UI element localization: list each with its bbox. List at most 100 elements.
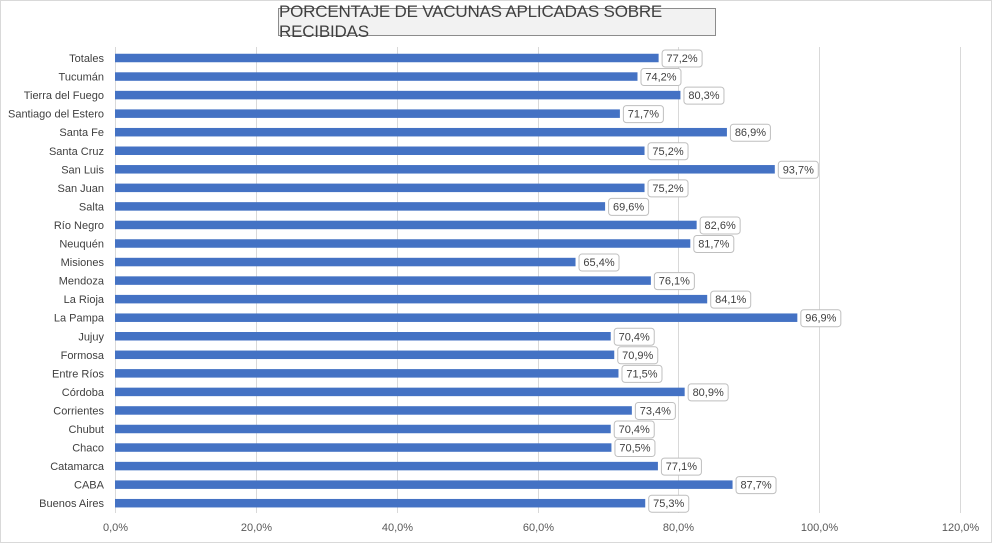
bar: [115, 369, 619, 378]
data-label-box: [729, 123, 771, 142]
category-label: Misiones: [61, 257, 105, 269]
data-label: 73,4%: [634, 401, 676, 420]
x-tick-label: 0,0%: [103, 522, 128, 534]
category-label: Entre Ríos: [52, 368, 104, 380]
data-label-box: [617, 346, 659, 365]
data-label: 75,2%: [647, 142, 689, 161]
data-label: 70,4%: [613, 420, 655, 439]
category-label: Tierra del Fuego: [24, 90, 104, 102]
category-label: La Pampa: [54, 313, 105, 325]
bar: [115, 183, 645, 193]
data-label-text: 71,5%: [626, 368, 657, 380]
category-label: Catamarca: [50, 461, 105, 473]
data-label-text: 71,7%: [628, 109, 659, 121]
data-label-box: [647, 142, 689, 161]
data-label-text: 76,1%: [659, 276, 690, 288]
category-label: Chubut: [69, 424, 104, 436]
data-label: 84,1%: [710, 290, 752, 309]
data-label-text: 70,4%: [619, 331, 650, 343]
data-label-box: [621, 364, 663, 383]
bar: [115, 146, 645, 155]
data-label-text: 80,3%: [688, 90, 719, 102]
data-label-text: 82,6%: [705, 220, 736, 232]
category-label: Santa Fe: [59, 127, 104, 139]
category-label: Buenos Aires: [39, 498, 104, 510]
bar: [115, 109, 620, 118]
category-labels: Totales Tucumán Tierra del Fuego Santiago d…: [8, 53, 105, 510]
bar: [115, 257, 576, 267]
category-label: Santiago del Estero: [8, 109, 104, 121]
data-label: 75,3%: [648, 494, 690, 513]
data-label-box: [777, 160, 819, 179]
bar: [115, 406, 632, 415]
data-label-box: [614, 439, 656, 458]
category-label: Jujuy: [78, 331, 104, 343]
category-label: Formosa: [61, 350, 105, 362]
category-label: La Rioja: [64, 294, 105, 306]
data-label-text: 75,2%: [652, 146, 683, 158]
data-label-text: 93,7%: [783, 164, 814, 176]
bar: [115, 53, 659, 63]
bar: [115, 387, 685, 397]
data-label-text: 75,3%: [653, 498, 684, 510]
data-label-box: [613, 327, 655, 346]
data-label: 74,2%: [640, 68, 682, 87]
x-tick-label: 120,0%: [942, 522, 980, 534]
data-label-text: 80,9%: [693, 387, 724, 399]
data-label-text: 70,5%: [619, 443, 650, 455]
data-label-text: 70,4%: [619, 424, 650, 436]
data-label-text: 73,4%: [640, 405, 671, 417]
data-label: 81,7%: [693, 235, 735, 253]
x-tick-label: 60,0%: [523, 522, 554, 534]
data-label-box: [647, 179, 689, 198]
bar: [115, 72, 638, 81]
data-label-box: [634, 401, 676, 420]
data-label: 80,9%: [687, 383, 729, 402]
data-label: 87,7%: [735, 476, 777, 495]
data-label-box: [613, 420, 655, 439]
data-label: 69,6%: [608, 197, 650, 216]
bar: [115, 165, 775, 174]
data-label: 93,7%: [777, 160, 819, 179]
bar: [115, 313, 798, 322]
data-label-text: 70,9%: [622, 350, 653, 362]
bar: [115, 332, 611, 341]
data-label-text: 77,1%: [666, 461, 697, 473]
x-tick-label: 80,0%: [663, 522, 694, 534]
category-label: Totales: [69, 53, 104, 65]
bar: [115, 350, 615, 360]
data-label: 77,1%: [660, 457, 702, 476]
category-label: San Luis: [61, 164, 104, 176]
bar: [115, 480, 733, 489]
data-label-box: [710, 290, 752, 309]
data-label: 75,2%: [647, 179, 689, 198]
category-label: Chaco: [72, 443, 104, 455]
data-label-box: [687, 383, 729, 402]
category-label: Córdoba: [62, 387, 105, 399]
bar: [115, 239, 691, 248]
bar: [115, 276, 651, 285]
data-label-text: 87,7%: [740, 480, 771, 492]
data-label-text: 65,4%: [583, 257, 614, 269]
data-label-box: [683, 86, 725, 105]
category-label: Mendoza: [59, 276, 105, 288]
data-label-box: [693, 235, 735, 253]
data-label-box: [622, 105, 664, 124]
category-label: San Juan: [58, 183, 104, 195]
bar: [115, 90, 681, 100]
data-label: 71,7%: [622, 105, 664, 124]
data-label: 82,6%: [699, 216, 741, 235]
data-label-text: 86,9%: [735, 127, 766, 139]
data-label-text: 69,6%: [613, 201, 644, 213]
chart-title: PORCENTAJE DE VACUNAS APLICADAS SOBRE RE…: [278, 2, 716, 41]
data-labels: 77,2% 74,2% 80,3% 71,7% 86,9% 75,2% 93,7% 75,2%…: [578, 49, 842, 513]
category-label: Salta: [79, 201, 105, 213]
category-label: Neuquén: [59, 239, 104, 251]
x-tick-label: 100,0%: [801, 522, 839, 534]
data-label: 80,3%: [683, 86, 725, 105]
data-label-text: 84,1%: [715, 294, 746, 306]
data-label: 70,9%: [617, 346, 659, 365]
data-label: 76,1%: [653, 272, 695, 291]
data-label-box: [660, 457, 702, 476]
